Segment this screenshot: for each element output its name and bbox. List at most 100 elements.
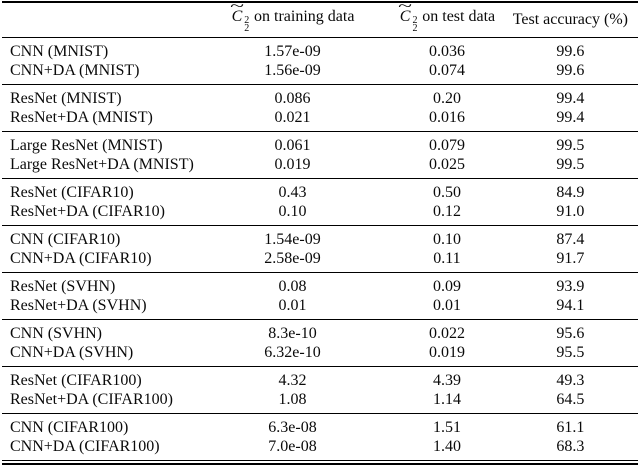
table-row: Large ResNet+DA (MNIST) 0.019 0.025 99.5 xyxy=(2,155,638,179)
c2-training-value: 0.086 xyxy=(193,84,392,109)
c2-training-value: 4.32 xyxy=(193,366,392,391)
table-row: CNN+DA (CIFAR10) 2.58e-09 0.11 91.7 xyxy=(2,249,638,273)
c-symbol: C xyxy=(231,8,243,25)
test-accuracy-value: 87.4 xyxy=(502,225,638,250)
test-accuracy-value: 64.5 xyxy=(556,391,585,409)
row-model-label: ResNet (CIFAR10) xyxy=(2,178,194,203)
row-model-label: CNN+DA (CIFAR10) xyxy=(10,250,152,268)
c2-training-value: 8.3e-10 xyxy=(193,319,392,344)
test-accuracy-value: 99.4 xyxy=(556,109,585,127)
table-row: CNN+DA (SVHN) 6.32e-10 0.019 95.5 xyxy=(2,343,638,367)
row-model-label: CNN (SVHN) xyxy=(2,319,194,344)
table-row: ResNet+DA (SVHN) 0.01 0.01 94.1 xyxy=(2,296,638,320)
header-c2-test: ~ C 2 2 on test data xyxy=(391,0,503,39)
c2-training-value: 1.08 xyxy=(278,391,307,409)
c2-training-value: 0.019 xyxy=(274,156,311,174)
row-model-label: CNN+DA (SVHN) xyxy=(10,344,134,362)
table-row: ResNet (MNIST) 0.086 0.20 99.4 xyxy=(2,84,638,109)
c2-training-value: 6.32e-10 xyxy=(264,344,321,362)
c2-superscript: 2 xyxy=(412,15,418,27)
c2-subscript: 2 xyxy=(412,23,418,35)
c2-training-value: 1.54e-09 xyxy=(193,225,392,250)
row-model-label: Large ResNet (MNIST) xyxy=(2,131,194,156)
row-model-label: ResNet+DA (MNIST) xyxy=(10,109,153,127)
table-row: CNN (CIFAR100) 6.3e-08 1.51 61.1 xyxy=(2,413,638,438)
header-c2-training: ~ C 2 2 on training data xyxy=(193,0,392,39)
table-row: ResNet (CIFAR10) 0.43 0.50 84.9 xyxy=(2,178,638,203)
row-model-label: CNN+DA (CIFAR100) xyxy=(10,438,160,456)
row-model-label: ResNet+DA (SVHN) xyxy=(10,297,147,315)
row-model-label: CNN (CIFAR10) xyxy=(2,225,194,250)
table-row: CNN (CIFAR10) 1.54e-09 0.10 87.4 xyxy=(2,225,638,250)
table-row: CNN+DA (CIFAR100) 7.0e-08 1.40 68.3 xyxy=(2,437,638,461)
c-symbol: C xyxy=(399,8,411,25)
table-row: ResNet+DA (MNIST) 0.021 0.016 99.4 xyxy=(2,108,638,132)
table-row: CNN (SVHN) 8.3e-10 0.022 95.6 xyxy=(2,319,638,344)
row-model-label: ResNet+DA (CIFAR100) xyxy=(10,391,173,409)
c2-tilde-symbol: ~ C xyxy=(398,0,412,27)
c2-training-value: 0.10 xyxy=(278,203,307,221)
test-accuracy-value: 61.1 xyxy=(502,413,638,438)
c2-test-value: 0.20 xyxy=(391,84,503,109)
row-model-label: ResNet (CIFAR100) xyxy=(2,366,194,391)
row-model-label: CNN (MNIST) xyxy=(10,43,109,61)
header-row: ~ C 2 2 on training data ~ C 2 2 on test data Te… xyxy=(2,0,638,39)
c2-test-value: 0.079 xyxy=(391,131,503,156)
test-accuracy-value: 91.7 xyxy=(556,250,585,268)
row-model-label: ResNet+DA (CIFAR10) xyxy=(10,203,165,221)
c2-training-value: 0.021 xyxy=(274,109,311,127)
test-accuracy-value: 99.5 xyxy=(502,131,638,156)
c2-test-value: 0.10 xyxy=(391,225,503,250)
c2-test-value: 0.022 xyxy=(391,319,503,344)
c2-test-value: 0.01 xyxy=(432,297,461,315)
table-row: ResNet+DA (CIFAR100) 1.08 1.14 64.5 xyxy=(2,390,638,414)
table-header: ~ C 2 2 on training data ~ C 2 2 on test data Te… xyxy=(2,0,638,39)
test-accuracy-value: 93.9 xyxy=(502,272,638,297)
header-accuracy-column: Test accuracy (%) xyxy=(502,2,638,39)
test-accuracy-value: 94.1 xyxy=(556,297,585,315)
row-model-label: CNN+DA (MNIST) xyxy=(10,62,140,80)
test-accuracy-value: 95.6 xyxy=(502,319,638,344)
c2-test-value: 0.025 xyxy=(428,156,465,174)
c2-training-value: 2.58e-09 xyxy=(264,250,321,268)
c2-test-value: 0.074 xyxy=(428,62,465,80)
table-row: ResNet (SVHN) 0.08 0.09 93.9 xyxy=(2,272,638,297)
c2-test-value: 1.40 xyxy=(432,438,461,456)
c2-test-value: 0.50 xyxy=(391,178,503,203)
table-row: ResNet (CIFAR100) 4.32 4.39 49.3 xyxy=(2,366,638,391)
c2-training-value: 0.08 xyxy=(193,272,392,297)
c2-tilde-symbol: ~ C xyxy=(230,0,244,27)
table-row: Large ResNet (MNIST) 0.061 0.079 99.5 xyxy=(2,131,638,156)
row-model-label: CNN (CIFAR100) xyxy=(2,413,194,438)
test-accuracy-value: 99.5 xyxy=(556,156,585,174)
c2-training-value: 1.57e-09 xyxy=(264,43,321,61)
test-accuracy-value: 95.5 xyxy=(556,344,585,362)
header-model-column xyxy=(2,2,194,39)
test-accuracy-value: 99.6 xyxy=(556,62,585,80)
c2-test-value: 4.39 xyxy=(391,366,503,391)
table-row: ResNet+DA (CIFAR10) 0.10 0.12 91.0 xyxy=(2,202,638,226)
test-accuracy-value: 49.3 xyxy=(502,366,638,391)
table-body: CNN (MNIST) 1.57e-09 0.036 99.6 CNN+DA (MNIS… xyxy=(2,38,638,461)
test-accuracy-value: 99.4 xyxy=(502,84,638,109)
c2-test-value: 0.09 xyxy=(391,272,503,297)
c2-test-value: 0.036 xyxy=(428,43,465,61)
row-model-label: ResNet (MNIST) xyxy=(2,84,194,109)
header-training-text: on training data xyxy=(254,8,355,25)
test-accuracy-value: 84.9 xyxy=(502,178,638,203)
c2-training-value: 1.56e-09 xyxy=(264,62,321,80)
c2-test-value: 1.14 xyxy=(432,391,461,409)
header-test-text: on test data xyxy=(422,8,496,25)
c2-training-value: 0.43 xyxy=(193,178,392,203)
c2-test-value: 0.12 xyxy=(432,203,461,221)
test-accuracy-value: 68.3 xyxy=(556,438,585,456)
table-row: CNN (MNIST) 1.57e-09 0.036 99.6 xyxy=(2,38,638,62)
row-model-label: ResNet (SVHN) xyxy=(2,272,194,297)
c2-test-value: 0.11 xyxy=(433,250,461,268)
c2-test-value: 1.51 xyxy=(391,413,503,438)
c2-training-value: 7.0e-08 xyxy=(268,438,317,456)
table-row: CNN+DA (MNIST) 1.56e-09 0.074 99.6 xyxy=(2,61,638,85)
